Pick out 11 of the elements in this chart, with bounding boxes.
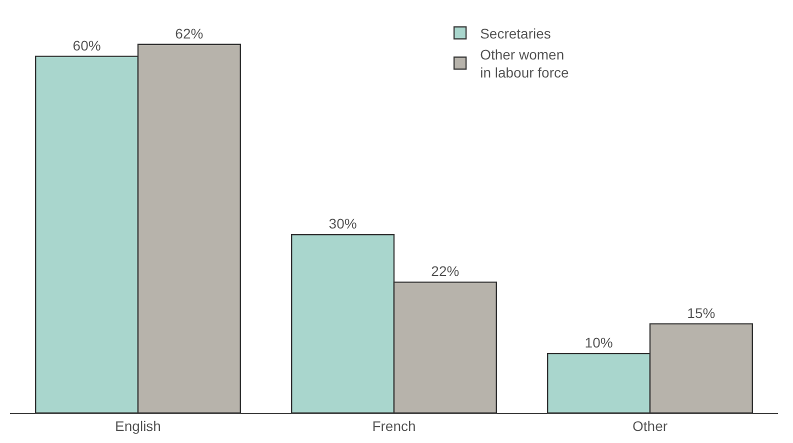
data-label: 15% bbox=[687, 304, 716, 321]
data-label: 62% bbox=[175, 25, 204, 42]
data-label: 60% bbox=[72, 37, 101, 54]
x-tick-label: French bbox=[372, 418, 416, 434]
legend-label: Secretaries bbox=[480, 25, 551, 42]
x-tick-label: English bbox=[115, 418, 161, 434]
legend-label: Other women in labour force bbox=[480, 46, 570, 81]
x-tick-label: Other bbox=[632, 418, 668, 434]
data-label: 22% bbox=[431, 263, 460, 280]
data-label: 30% bbox=[328, 216, 357, 232]
data-label: 10% bbox=[584, 334, 613, 351]
